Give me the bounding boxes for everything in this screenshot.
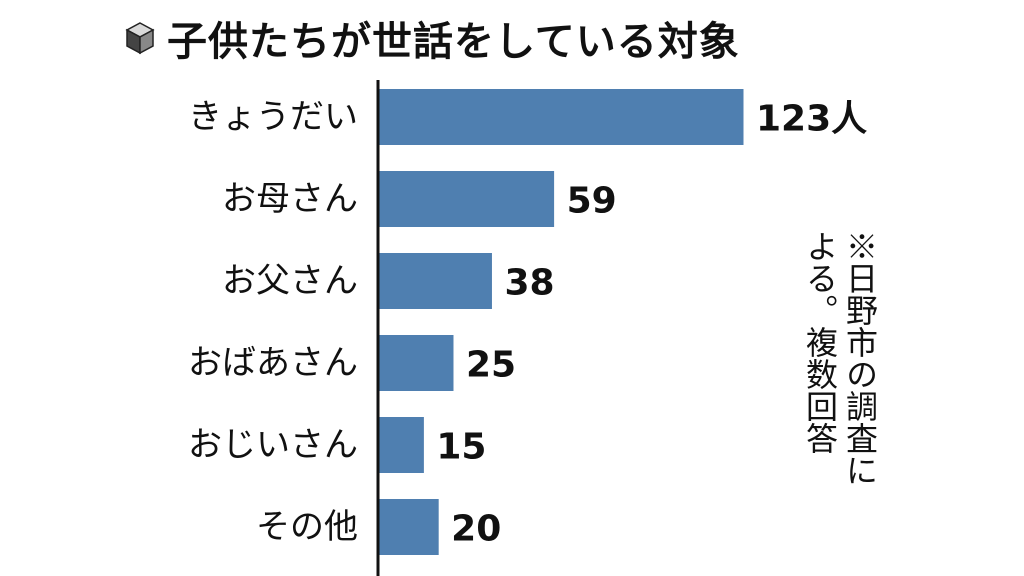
value-label-3: 25 <box>466 345 516 386</box>
category-label-5: その他 <box>256 507 358 547</box>
category-label-2: お父さん <box>222 261 358 301</box>
value-label-0: 123人 <box>756 99 867 140</box>
bar-1 <box>379 171 555 227</box>
category-label-3: おばあさん <box>188 343 358 383</box>
cube-icon <box>125 22 155 55</box>
value-label-5: 20 <box>451 509 501 550</box>
category-label-1: お母さん <box>222 179 358 219</box>
value-label-2: 38 <box>504 263 554 304</box>
survey-note: ※日野市の調査に よる。複数回答 <box>800 230 880 486</box>
category-label-0: きょうだい <box>188 97 358 137</box>
bar-0 <box>379 89 744 145</box>
note-line-1: ※日野市の調査に <box>841 230 879 486</box>
category-label-4: おじいさん <box>188 425 358 465</box>
bar-5 <box>379 499 439 555</box>
bar-2 <box>379 253 492 309</box>
title-row: 子供たちが世話をしている対象 <box>125 8 740 68</box>
note-line-2: よる。複数回答 <box>801 230 839 454</box>
chart-title: 子供たちが世話をしている対象 <box>167 19 740 65</box>
bar-4 <box>379 417 424 473</box>
value-label-1: 59 <box>567 181 617 222</box>
bar-3 <box>379 335 454 391</box>
value-label-4: 15 <box>436 427 486 468</box>
